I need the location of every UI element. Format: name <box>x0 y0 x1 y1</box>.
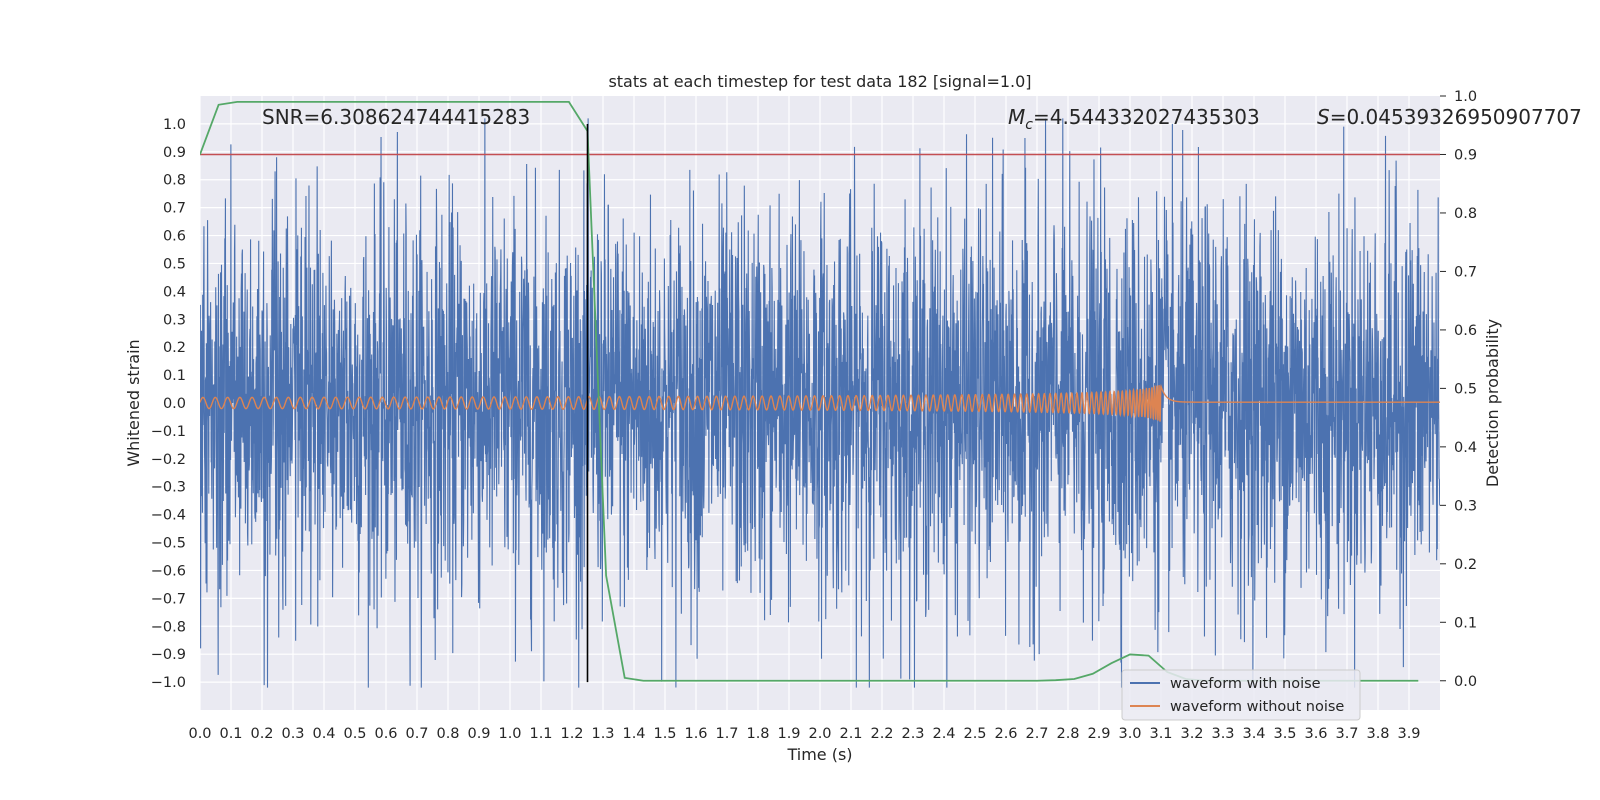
chart-title: stats at each timestep for test data 182… <box>608 72 1031 91</box>
y-axis-label: Whitened strain <box>124 339 143 466</box>
ticks-layer: 0.0 0.1 0.2 0.3 0.4 0.5 0.6 0.7 0.8 0.9 1.0 1.1 1.2 1… <box>151 89 1477 742</box>
chirp-mass-annotation: Mc=4.544332027435303 <box>1008 105 1260 133</box>
x-tick-label: 2.8 <box>1056 726 1079 742</box>
x-tick-label: 3.1 <box>1149 726 1172 742</box>
x-tick-label: 1.7 <box>715 726 738 742</box>
y-tick-label: −0.7 <box>151 591 186 607</box>
y-tick-label: −0.4 <box>151 508 186 524</box>
x-tick-label: 0.0 <box>188 726 211 742</box>
chirp-mass-subscript: c <box>1025 117 1033 133</box>
y-tick-label: 1.0 <box>163 117 186 133</box>
y2-tick-label: 0.3 <box>1454 498 1477 514</box>
legend-label-noise: waveform with noise <box>1170 676 1321 692</box>
legend: waveform with noise waveform without noi… <box>1121 669 1361 721</box>
x-tick-label: 0.5 <box>343 726 366 742</box>
x-tick-label: 1.3 <box>591 726 614 742</box>
s-value: =0.04539326950907707 <box>1330 105 1582 129</box>
x-tick-label: 3.0 <box>1118 726 1141 742</box>
y-tick-label: −0.9 <box>151 647 186 663</box>
x-tick-label: 0.1 <box>219 726 242 742</box>
series-waveform-without-noise <box>200 383 1440 422</box>
y-tick-label: −0.2 <box>151 452 186 468</box>
y-tick-label: 0.7 <box>163 201 186 217</box>
x-tick-label: 3.7 <box>1335 726 1358 742</box>
y-tick-label: −0.1 <box>151 424 186 440</box>
y2-tick-label: 0.6 <box>1454 323 1477 339</box>
y-tick-label: −1.0 <box>151 675 186 691</box>
y2-axis-label: Detection probability <box>1483 319 1502 487</box>
y-tick-label: 0.4 <box>163 284 186 300</box>
x-tick-label: 0.2 <box>250 726 273 742</box>
legend-label-clean: waveform without noise <box>1170 699 1344 715</box>
y2-tick-label: 0.5 <box>1454 381 1477 397</box>
x-tick-label: 1.0 <box>498 726 521 742</box>
snr-annotation: SNR=6.308624744415283 <box>262 105 530 129</box>
series-waveform-with-noise <box>200 118 1440 688</box>
x-tick-label: 2.6 <box>994 726 1017 742</box>
y2-tick-label: 0.8 <box>1454 206 1477 222</box>
x-tick-label: 3.6 <box>1304 726 1327 742</box>
s-symbol: S <box>1317 105 1330 129</box>
x-tick-label: 0.3 <box>281 726 304 742</box>
y-tick-label: 0.1 <box>163 368 186 384</box>
s-annotation: S=0.04539326950907707 <box>1317 105 1582 129</box>
series-layer <box>200 100 1440 688</box>
y-tick-label: −0.3 <box>151 480 186 496</box>
y2-tick-label: 0.1 <box>1454 615 1477 631</box>
x-tick-label: 1.9 <box>777 726 800 742</box>
x-tick-label: 3.3 <box>1211 726 1234 742</box>
x-axis-label: Time (s) <box>786 745 852 764</box>
x-tick-label: 2.1 <box>839 726 862 742</box>
x-tick-label: 1.5 <box>653 726 676 742</box>
x-tick-label: 2.4 <box>932 726 955 742</box>
x-tick-label: 0.7 <box>405 726 428 742</box>
x-tick-label: 0.4 <box>312 726 335 742</box>
x-tick-label: 1.1 <box>529 726 552 742</box>
y-tick-label: 0.0 <box>163 396 186 412</box>
x-tick-label: 3.5 <box>1273 726 1296 742</box>
x-tick-label: 2.2 <box>870 726 893 742</box>
x-tick-label: 3.4 <box>1242 726 1265 742</box>
y-tick-label: 0.2 <box>163 340 186 356</box>
x-tick-label: 3.2 <box>1180 726 1203 742</box>
x-tick-label: 0.9 <box>467 726 490 742</box>
x-tick-label: 2.7 <box>1025 726 1048 742</box>
y-tick-label: −0.8 <box>151 619 186 635</box>
x-tick-label: 0.8 <box>436 726 459 742</box>
y2-tick-label: 0.4 <box>1454 440 1477 456</box>
y-tick-label: −0.5 <box>151 536 186 552</box>
legend-box <box>1121 669 1361 721</box>
x-tick-label: 3.9 <box>1397 726 1420 742</box>
x-tick-label: 1.4 <box>622 726 645 742</box>
y2-tick-label: 0.7 <box>1454 264 1477 280</box>
x-tick-label: 2.9 <box>1087 726 1110 742</box>
chirp-mass-symbol: M <box>1008 105 1025 129</box>
x-tick-label: 1.6 <box>684 726 707 742</box>
y-tick-label: 0.5 <box>163 256 186 272</box>
chirp-mass-value: =4.544332027435303 <box>1033 105 1260 129</box>
x-tick-label: 2.3 <box>901 726 924 742</box>
x-tick-label: 0.6 <box>374 726 397 742</box>
x-tick-label: 2.5 <box>963 726 986 742</box>
y-tick-label: 0.8 <box>163 173 186 189</box>
x-tick-label: 3.8 <box>1366 726 1389 742</box>
y2-tick-label: 0.9 <box>1454 147 1477 163</box>
y-tick-label: 0.3 <box>163 312 186 328</box>
x-tick-label: 1.8 <box>746 726 769 742</box>
y2-tick-label: 0.0 <box>1454 674 1477 690</box>
y-tick-label: 0.6 <box>163 229 186 245</box>
x-tick-label: 1.2 <box>560 726 583 742</box>
x-tick-label: 2.0 <box>808 726 831 742</box>
y2-tick-label: 0.2 <box>1454 557 1477 573</box>
y-tick-label: 0.9 <box>163 145 186 161</box>
y2-tick-label: 1.0 <box>1454 89 1477 105</box>
y-tick-label: −0.6 <box>151 563 186 579</box>
